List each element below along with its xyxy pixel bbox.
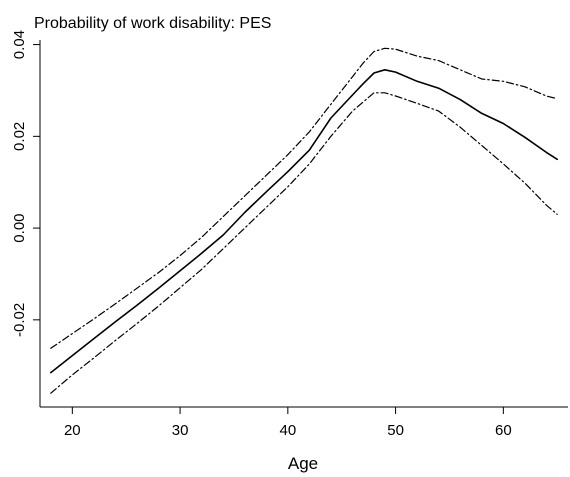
x-tick-label: 50 bbox=[387, 422, 404, 439]
y-tick-label: 0.00 bbox=[11, 213, 28, 242]
lower-band-line bbox=[50, 92, 558, 394]
y-tick-label: 0.04 bbox=[11, 30, 28, 59]
x-tick-label: 20 bbox=[64, 422, 81, 439]
y-tick-label: -0.02 bbox=[11, 303, 28, 337]
plot-area: 20 30 40 50 60 -0.02 0.00 0.02 0.04 bbox=[11, 30, 568, 439]
y-tick-label: 0.02 bbox=[11, 122, 28, 151]
x-axis-label: Age bbox=[288, 454, 318, 473]
chart-title: Probability of work disability: PES bbox=[34, 15, 271, 32]
x-tick-label: 60 bbox=[495, 422, 512, 439]
x-tick-label: 40 bbox=[279, 422, 296, 439]
estimate-line bbox=[50, 69, 558, 374]
x-tick-label: 30 bbox=[172, 422, 189, 439]
upper-band-line bbox=[50, 47, 558, 349]
